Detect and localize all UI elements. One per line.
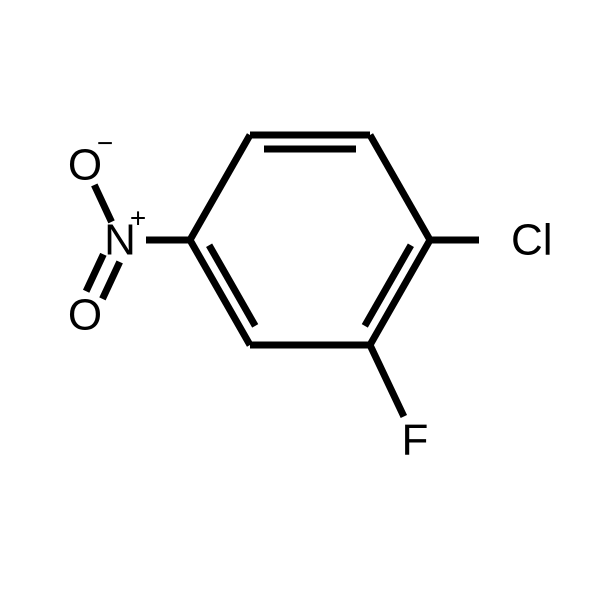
ring-bond-3-4 — [190, 240, 250, 345]
ring-bond-6-1 — [370, 135, 430, 240]
label-o-neg-charge: − — [97, 128, 113, 159]
bond-c2-f — [370, 345, 404, 417]
label-f: F — [402, 416, 429, 465]
label-o-double: O — [68, 291, 102, 340]
bond-n-o-double — [86, 254, 103, 291]
molecule-structure: ClFN+O−O — [0, 0, 600, 600]
label-n-charge: + — [130, 203, 146, 234]
ring-bond-4-5 — [190, 135, 250, 240]
ring-bond-1-2 — [370, 240, 430, 345]
label-cl: Cl — [511, 216, 553, 265]
